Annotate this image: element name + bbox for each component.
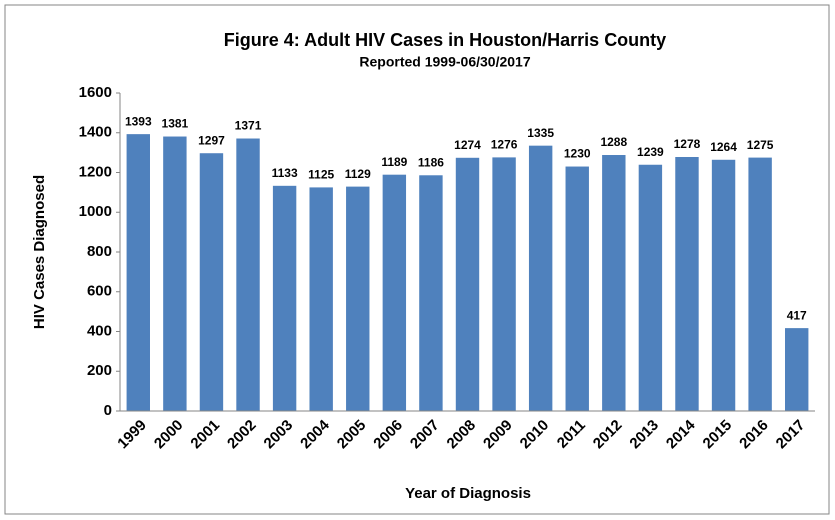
- y-tick-label: 400: [87, 322, 112, 339]
- data-label: 1275: [747, 138, 774, 152]
- bar: [236, 138, 260, 412]
- y-tick-label: 0: [104, 402, 112, 419]
- y-tick-label: 1400: [79, 124, 112, 141]
- bar: [309, 187, 333, 411]
- bar: [528, 145, 553, 411]
- chart-subtitle: Reported 1999-06/30/2017: [359, 54, 530, 70]
- bar: [602, 155, 626, 411]
- data-label: 1381: [162, 117, 189, 131]
- y-axis-label: HIV Cases Diagnosed: [31, 175, 48, 329]
- bar: [711, 159, 736, 411]
- bar: [455, 157, 480, 411]
- y-tick-label: 1000: [79, 203, 112, 220]
- bar: [748, 157, 772, 411]
- bar: [346, 186, 370, 411]
- bar: [199, 153, 224, 411]
- bar: [382, 174, 407, 411]
- bar: [785, 328, 809, 411]
- data-label: 1335: [527, 126, 554, 140]
- bar: [126, 134, 150, 412]
- bar: [419, 175, 443, 411]
- data-label: 1393: [125, 114, 152, 128]
- y-tick-label: 800: [87, 243, 112, 260]
- data-label: 1274: [454, 138, 481, 152]
- data-label: 1288: [600, 135, 627, 149]
- bar: [163, 136, 187, 411]
- y-tick-label: 1600: [79, 84, 112, 101]
- data-label: 1133: [272, 166, 298, 180]
- data-label: 1129: [345, 167, 371, 181]
- bar: [638, 164, 663, 411]
- data-label: 1371: [235, 119, 262, 133]
- data-label: 417: [787, 308, 807, 322]
- data-label: 1230: [564, 147, 591, 161]
- data-label: 1278: [674, 137, 701, 151]
- y-tick-label: 600: [87, 283, 112, 300]
- bar: [675, 156, 699, 411]
- data-label: 1189: [381, 155, 407, 169]
- chart-title: Figure 4: Adult HIV Cases in Houston/Har…: [224, 30, 666, 50]
- data-label: 1125: [308, 168, 334, 182]
- data-label: 1264: [710, 140, 737, 154]
- bar: [272, 185, 297, 411]
- bar: [565, 166, 589, 411]
- data-label: 1297: [198, 133, 225, 147]
- y-tick-label: 200: [87, 362, 112, 379]
- data-label: 1276: [491, 138, 518, 152]
- y-tick-label: 1200: [79, 163, 112, 180]
- x-axis-label: Year of Diagnosis: [405, 485, 531, 502]
- data-label: 1239: [637, 145, 664, 159]
- bar: [492, 157, 516, 411]
- data-label: 1186: [418, 155, 444, 169]
